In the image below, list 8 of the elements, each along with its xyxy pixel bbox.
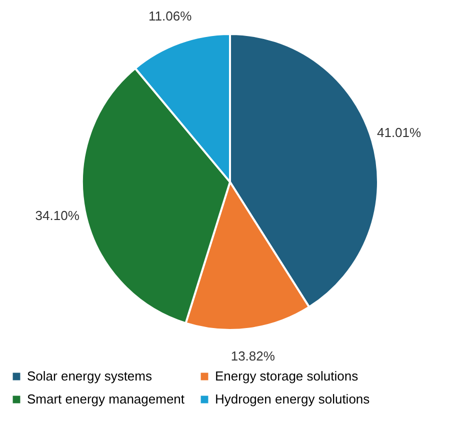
legend-label: Hydrogen energy solutions xyxy=(215,392,370,406)
data-label: 13.82% xyxy=(230,348,276,364)
legend-label: Solar energy systems xyxy=(27,368,152,384)
data-label: 34.10% xyxy=(35,208,80,224)
data-label: 11.06% xyxy=(148,8,192,24)
legend-label: Energy storage solutions xyxy=(215,368,359,384)
legend-label: Smart energy management xyxy=(27,392,185,406)
data-label: 41.01% xyxy=(376,124,422,140)
